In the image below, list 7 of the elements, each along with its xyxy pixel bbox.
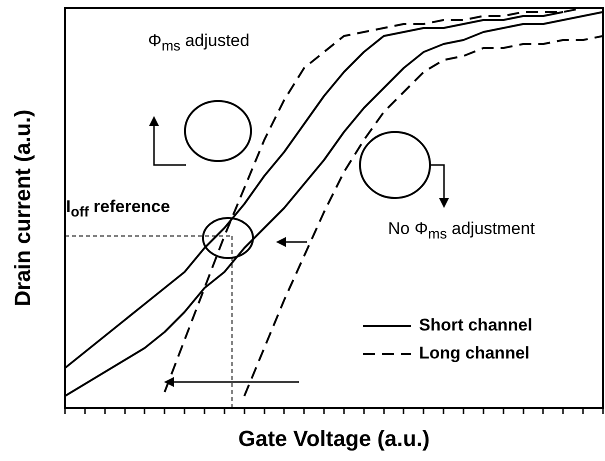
x-axis-title: Gate Voltage (a.u.) <box>238 426 430 452</box>
legend-label: Short channel <box>419 316 532 335</box>
y-axis-title: Drain current (a.u.) <box>10 110 36 306</box>
annotation: I$_{off}$ reference <box>66 196 170 222</box>
legend-label: Long channel <box>419 344 530 363</box>
annotation: No Φ$_{ms}$ adjustment <box>388 218 535 244</box>
annotation: Φ$_{ms}$ adjusted <box>148 30 250 56</box>
